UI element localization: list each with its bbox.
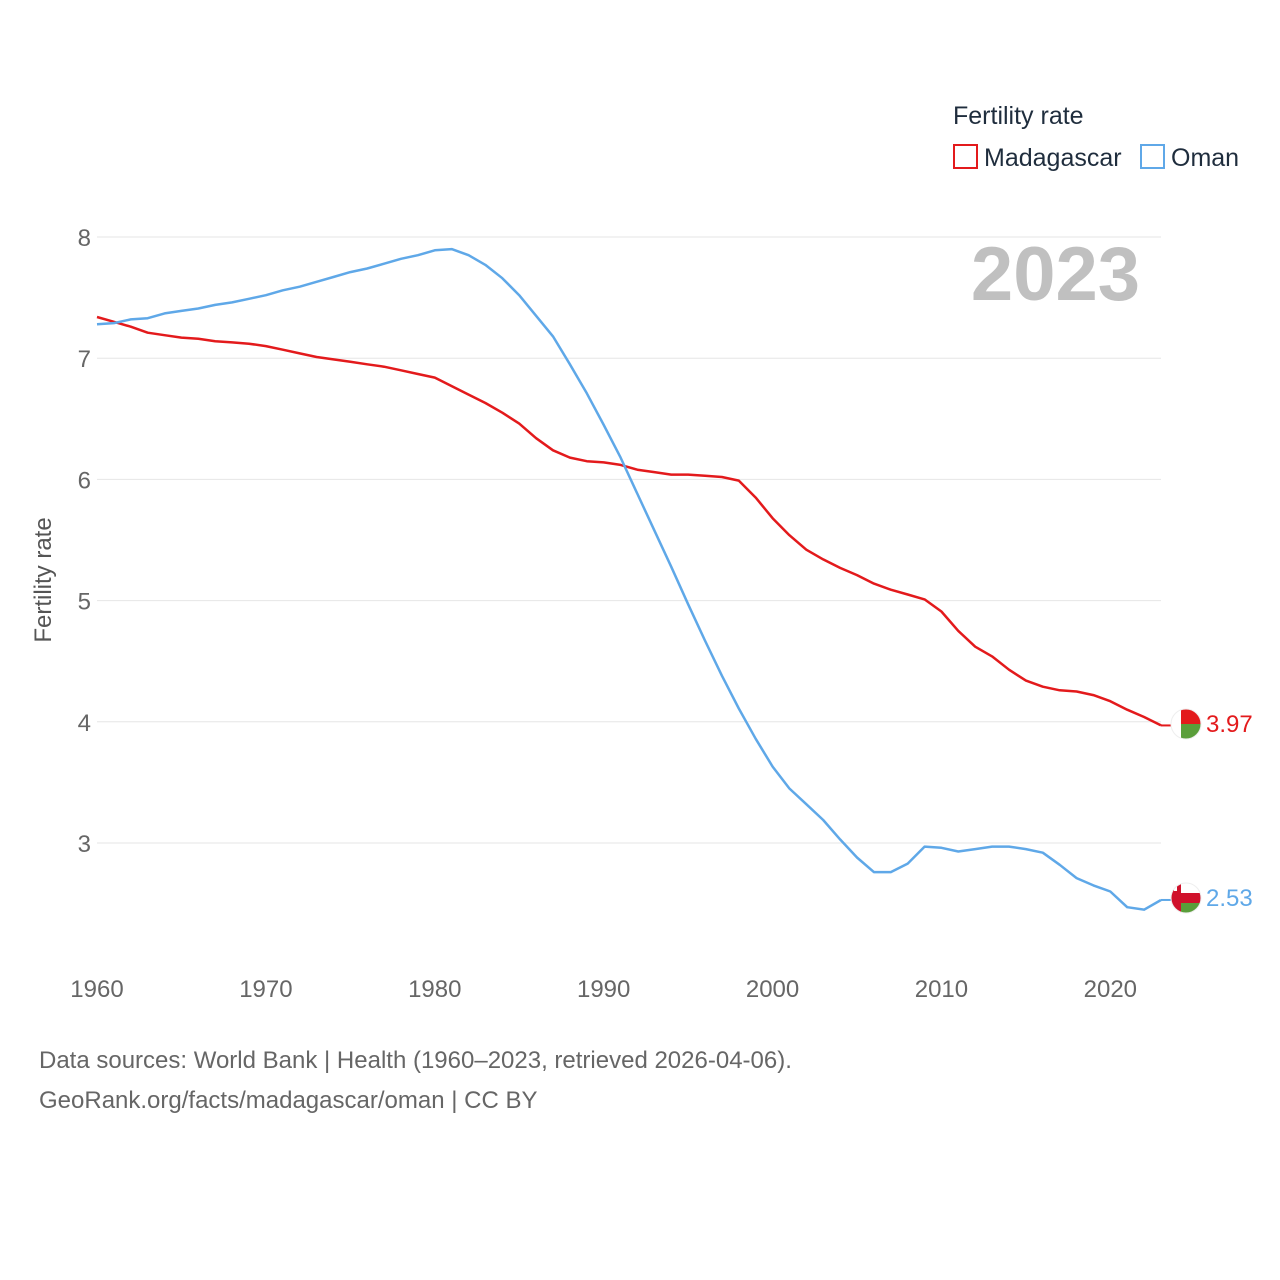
x-tick-labels: 1960 1970 1980 1990 2000 2010 2020 [70, 976, 1137, 1003]
x-tick-label: 2000 [746, 976, 799, 1003]
y-tick-label: 4 [78, 710, 91, 737]
x-tick-label: 2010 [915, 976, 968, 1003]
y-tick-label: 7 [78, 346, 91, 373]
year-watermark: 2023 [971, 232, 1140, 317]
data-source-line: Data sources: World Bank | Health (1960–… [39, 1047, 792, 1074]
y-tick-labels: 3 4 5 6 7 8 [78, 225, 91, 858]
end-value-madagascar: 3.97 [1206, 711, 1253, 738]
y-tick-label: 6 [78, 467, 91, 494]
y-tick-label: 5 [78, 589, 91, 616]
legend-label-madagascar: Madagascar [984, 144, 1122, 172]
series-layer [96, 247, 1171, 911]
x-tick-label: 1990 [577, 976, 630, 1003]
x-tick-label: 2020 [1084, 976, 1137, 1003]
x-tick-label: 1960 [70, 976, 123, 1003]
madagascar-flag-icon [1171, 709, 1201, 739]
end-value-oman: 2.53 [1206, 885, 1253, 912]
legend-swatch-madagascar [953, 144, 978, 169]
legend-label-oman: Oman [1171, 144, 1239, 172]
x-tick-label: 1970 [239, 976, 292, 1003]
grid-lines [97, 236, 1161, 844]
oman-flag-icon [1171, 883, 1201, 913]
legend-title: Fertility rate [953, 102, 1084, 130]
series-line-oman[interactable] [96, 247, 1162, 911]
legend-item-madagascar[interactable]: Madagascar [953, 144, 1122, 172]
attribution-line[interactable]: GeoRank.org/facts/madagascar/oman | CC B… [39, 1087, 537, 1114]
series-line-madagascar[interactable] [96, 315, 1162, 727]
legend-swatch-oman [1140, 144, 1165, 169]
y-axis-title: Fertility rate [30, 517, 57, 642]
x-tick-label: 1980 [408, 976, 461, 1003]
legend-item-oman[interactable]: Oman [1140, 144, 1239, 172]
y-tick-label: 3 [78, 831, 91, 858]
y-tick-label: 8 [78, 225, 91, 252]
